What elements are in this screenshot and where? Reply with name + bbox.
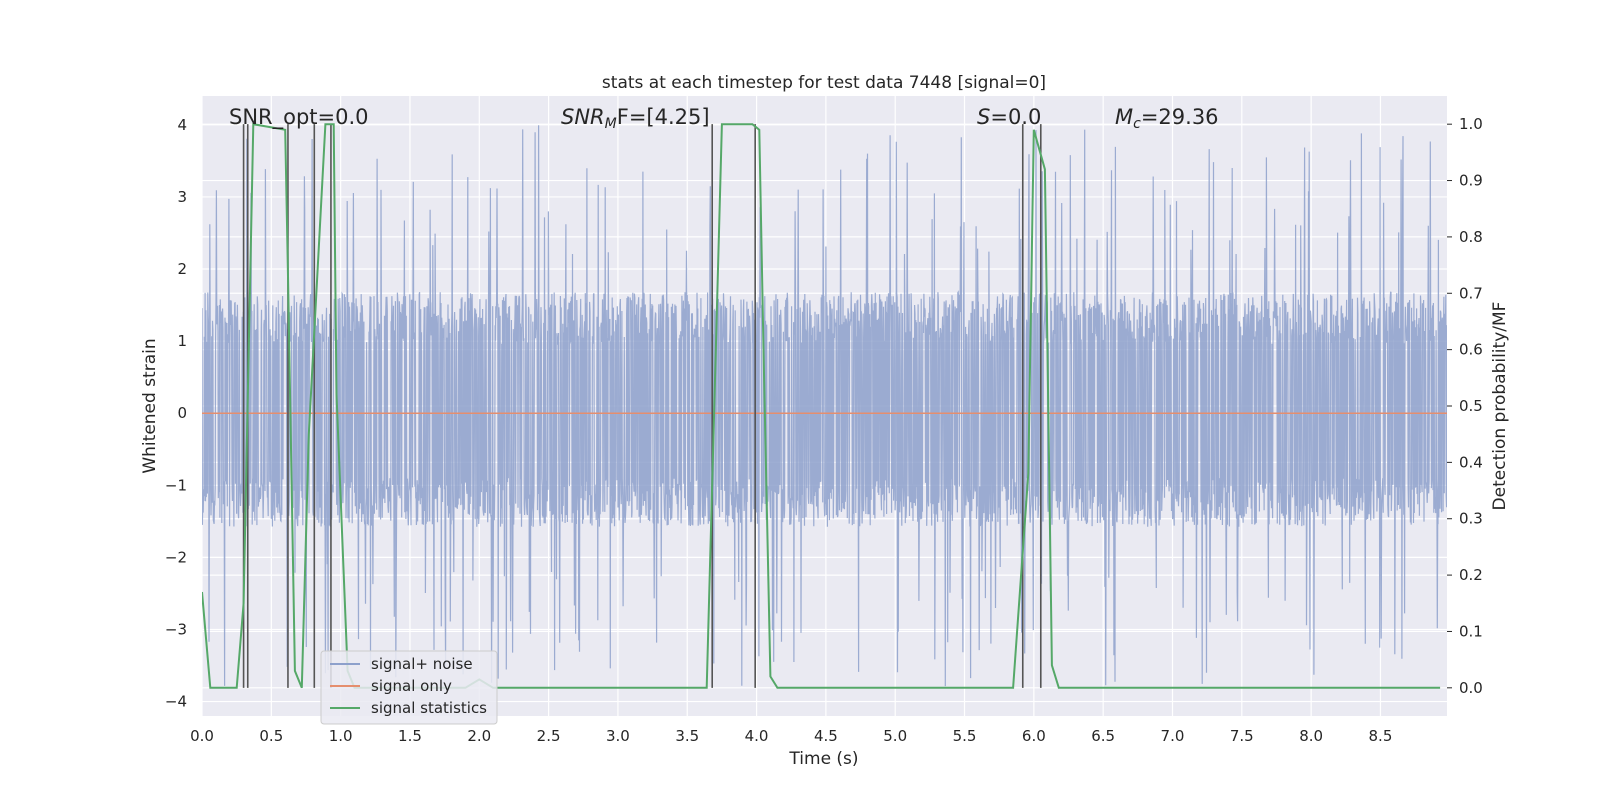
legend-label-noise: signal+ noise — [371, 655, 473, 673]
y-tick-label-right-2: 0.2 — [1459, 566, 1483, 584]
x-tick-label-13: 6.5 — [1091, 727, 1115, 745]
y-tick-label-right-7: 0.7 — [1459, 284, 1483, 302]
y-tick-label-right-3: 0.3 — [1459, 510, 1483, 528]
annotation-mc-sub: c — [1133, 116, 1141, 132]
y-tick-label-right-5: 0.5 — [1459, 397, 1483, 415]
y-tick-label-right-10: 1.0 — [1459, 115, 1483, 133]
y-tick-label-right-4: 0.4 — [1459, 453, 1483, 471]
annotation-snr-mf: SNRMF=[4.25] — [561, 105, 710, 132]
y-tick-label-right-8: 0.8 — [1459, 228, 1483, 246]
y-tick-label-right-0: 0.0 — [1459, 679, 1483, 697]
y-ticks-right: 0.0 0.1 0.2 0.3 0.4 0.5 0.6 0.7 0.8 0.9 1.0 — [1447, 115, 1483, 697]
annotation-snr-mf-rest: F=[4.25] — [617, 105, 710, 129]
y-tick-label-right-1: 0.1 — [1459, 622, 1483, 640]
x-tick-label-9: 4.5 — [814, 727, 838, 745]
x-tick-label-5: 2.5 — [537, 727, 561, 745]
x-tick-label-11: 5.5 — [953, 727, 977, 745]
y-ticks-left: −4 −3 −2 −1 0 1 2 3 4 — [165, 116, 187, 711]
annotation-snr-mf-sub: M — [605, 116, 617, 132]
x-tick-label-0: 0.0 — [190, 727, 214, 745]
annotation-snr-opt: SNR_opt=0.0 — [229, 105, 369, 130]
x-tick-label-14: 7.0 — [1161, 727, 1185, 745]
y-axis-label-right: Detection probability/MF — [1490, 302, 1510, 511]
y-tick-label-left-1: −3 — [165, 620, 187, 638]
y-axis-label-left: Whitened strain — [140, 338, 160, 473]
x-axis-label: Time (s) — [788, 749, 858, 769]
y-tick-label-left-4: 0 — [177, 404, 187, 422]
y-tick-label-left-6: 2 — [177, 260, 187, 278]
annotation-mc-name: M — [1115, 105, 1133, 129]
x-tick-label-8: 4.0 — [745, 727, 769, 745]
x-tick-label-17: 8.5 — [1369, 727, 1393, 745]
x-ticks: 0.0 0.5 1.0 1.5 2.0 2.5 3.0 3.5 4.0 4.5 5.0 5.5 6.0 6… — [190, 727, 1392, 745]
y-tick-label-right-6: 0.6 — [1459, 341, 1483, 359]
y-tick-label-left-0: −4 — [165, 693, 187, 711]
x-tick-label-7: 3.5 — [675, 727, 699, 745]
x-tick-label-3: 1.5 — [398, 727, 422, 745]
annotation-s: S=0.0 — [977, 105, 1041, 129]
y-tick-label-left-8: 4 — [177, 116, 187, 134]
x-tick-label-4: 2.0 — [467, 727, 491, 745]
annotation-mc: Mc=29.36 — [1115, 105, 1219, 132]
legend-label-statistics: signal statistics — [371, 699, 487, 717]
noise-series — [202, 125, 1447, 687]
legend: signal+ noise signal only signal statist… — [320, 650, 498, 725]
legend-label-signal-only: signal only — [371, 677, 452, 695]
x-tick-label-6: 3.0 — [606, 727, 630, 745]
x-tick-label-1: 0.5 — [259, 727, 283, 745]
y-tick-label-left-5: 1 — [177, 332, 187, 350]
chart-title: stats at each timestep for test data 744… — [602, 73, 1046, 93]
annotation-s-rest: =0.0 — [990, 105, 1041, 129]
annotation-mc-rest: =29.36 — [1141, 105, 1219, 129]
y-tick-label-left-7: 3 — [177, 188, 187, 206]
noise-trace — [202, 125, 1447, 687]
annotation-s-name: S — [977, 105, 990, 129]
y-tick-label-left-2: −2 — [165, 548, 187, 566]
legend-box — [320, 650, 498, 725]
x-tick-label-10: 5.0 — [883, 727, 907, 745]
x-tick-label-15: 7.5 — [1230, 727, 1254, 745]
x-tick-label-12: 6.0 — [1022, 727, 1046, 745]
y-tick-label-right-9: 0.9 — [1459, 172, 1483, 190]
annotation-snr-mf-name: SNR — [561, 105, 605, 129]
y-tick-label-left-3: −1 — [165, 476, 187, 494]
x-tick-label-16: 8.0 — [1299, 727, 1323, 745]
x-tick-label-2: 1.0 — [329, 727, 353, 745]
